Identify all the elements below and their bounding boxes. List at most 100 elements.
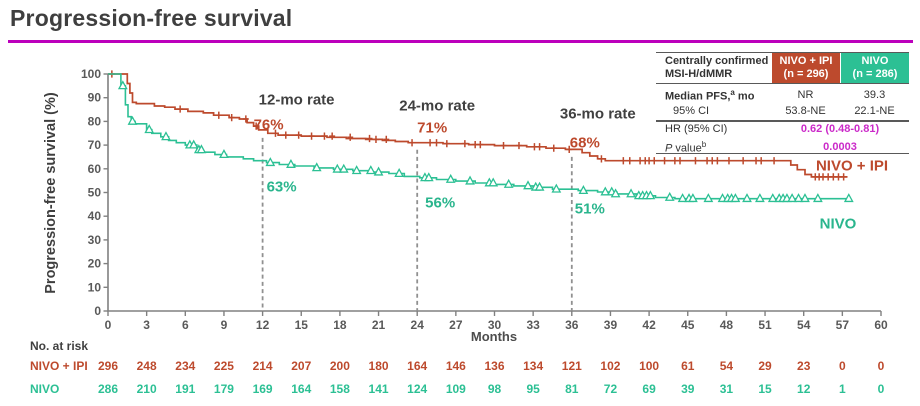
censor-mark-plus bbox=[626, 157, 633, 165]
at-risk-value: 124 bbox=[407, 382, 427, 396]
censor-mark-triangle bbox=[767, 193, 778, 203]
censor-mark-plus bbox=[704, 157, 711, 165]
x-tick-label: 42 bbox=[642, 318, 656, 332]
at-risk-value: 23 bbox=[797, 359, 811, 373]
at-risk-value: 136 bbox=[484, 359, 504, 373]
censor-mark-triangle bbox=[677, 193, 688, 203]
stats-header-nivo-ipi: NIVO + IPI (n = 296) bbox=[772, 53, 840, 83]
median-pfs-label: Median PFS,a mo bbox=[665, 87, 755, 103]
at-risk-value: 31 bbox=[720, 382, 734, 396]
x-tick-label: 54 bbox=[797, 318, 811, 332]
censor-mark-triangle bbox=[812, 193, 823, 203]
y-tick-label: 100 bbox=[81, 67, 101, 81]
at-risk-value: 191 bbox=[175, 382, 195, 396]
landmark-rate-nivo-12: 63% bbox=[266, 178, 297, 196]
y-tick-label: 90 bbox=[88, 91, 102, 105]
censor-mark-plus bbox=[253, 122, 260, 130]
censor-mark-triangle bbox=[423, 172, 434, 182]
at-risk-value: 214 bbox=[253, 359, 273, 373]
censor-mark-triangle bbox=[793, 193, 804, 203]
at-risk-value: 158 bbox=[330, 382, 350, 396]
censor-mark-triangle bbox=[338, 163, 349, 173]
ci-nivo: 22.1-NE bbox=[854, 104, 895, 117]
censor-mark-plus bbox=[753, 157, 760, 165]
censor-mark-triangle bbox=[265, 157, 276, 167]
at-risk-value: 286 bbox=[98, 382, 118, 396]
censor-mark-plus bbox=[677, 157, 684, 165]
x-tick-label: 9 bbox=[221, 318, 228, 332]
at-risk-value: 179 bbox=[214, 382, 234, 396]
censor-mark-plus bbox=[651, 157, 658, 165]
censor-mark-plus bbox=[661, 157, 668, 165]
censor-mark-plus bbox=[282, 131, 289, 139]
page-title: Progression-free survival bbox=[10, 5, 293, 31]
censor-mark-triangle bbox=[196, 144, 207, 154]
at-risk-value: 0 bbox=[878, 382, 885, 396]
censor-mark-plus bbox=[550, 144, 557, 152]
x-tick-label: 27 bbox=[449, 318, 463, 332]
y-tick-label: 10 bbox=[88, 280, 102, 294]
censor-mark-triangle bbox=[703, 193, 714, 203]
stats-row-95ci: 95% CI 53.8-NE 22.1-NE bbox=[656, 102, 909, 120]
at-risk-value: 296 bbox=[98, 359, 118, 373]
hr-value: 0.62 (0.48-0.81) bbox=[800, 122, 880, 135]
at-risk-value: 248 bbox=[137, 359, 157, 373]
censor-mark-triangle bbox=[610, 188, 621, 198]
pvalue-value: 0.0003 bbox=[823, 140, 857, 153]
censor-mark-plus bbox=[598, 155, 605, 163]
censor-mark-triangle bbox=[365, 165, 376, 175]
censor-mark-plus bbox=[771, 157, 778, 165]
at-risk-title: No. at risk bbox=[30, 339, 89, 353]
censor-mark-triangle bbox=[117, 80, 128, 90]
censor-mark-triangle bbox=[742, 193, 752, 203]
censor-mark-triangle bbox=[800, 193, 810, 203]
censor-mark-triangle bbox=[127, 115, 138, 125]
censor-mark-plus bbox=[840, 173, 847, 181]
censor-mark-plus bbox=[531, 143, 538, 151]
censor-mark-plus bbox=[308, 132, 315, 140]
landmark-title-12: 12-mo rate bbox=[258, 91, 335, 109]
censor-mark-triangle bbox=[523, 180, 533, 190]
censor-mark-plus bbox=[272, 129, 279, 137]
censor-mark-plus bbox=[427, 139, 434, 147]
censor-mark-plus bbox=[228, 114, 235, 122]
at-risk-value: 95 bbox=[526, 382, 540, 396]
at-risk-value: 1 bbox=[839, 382, 846, 396]
censor-mark-triangle bbox=[465, 175, 475, 185]
y-tick-label: 50 bbox=[88, 186, 102, 200]
censor-mark-triangle bbox=[645, 190, 656, 200]
x-tick-label: 21 bbox=[372, 318, 386, 332]
ci-label: 95% CI bbox=[673, 104, 710, 117]
y-tick-label: 30 bbox=[88, 233, 102, 247]
y-tick-label: 20 bbox=[88, 257, 102, 271]
censor-mark-plus bbox=[620, 157, 627, 165]
stats-header-label: Centrally confirmed MSI-H/dMMR bbox=[665, 55, 769, 80]
at-risk-value: 0 bbox=[839, 359, 846, 373]
at-risk-value: 164 bbox=[291, 382, 311, 396]
censor-mark-triangle bbox=[755, 193, 765, 203]
x-tick-label: 3 bbox=[143, 318, 150, 332]
x-tick-label: 36 bbox=[565, 318, 579, 332]
censor-mark-plus bbox=[295, 131, 302, 139]
ci-nivo-ipi: 53.8-NE bbox=[785, 104, 826, 117]
censor-mark-plus bbox=[472, 141, 479, 149]
x-tick-label: 45 bbox=[681, 318, 695, 332]
at-risk-value: 12 bbox=[797, 382, 811, 396]
censor-mark-triangle bbox=[787, 193, 797, 203]
censor-mark-plus bbox=[515, 141, 522, 150]
x-tick-label: 51 bbox=[758, 318, 772, 332]
censor-mark-plus bbox=[835, 173, 842, 181]
x-tick-label: 6 bbox=[182, 318, 189, 332]
censor-mark-plus bbox=[329, 132, 336, 140]
censor-mark-plus bbox=[409, 139, 416, 147]
censor-mark-plus bbox=[692, 157, 699, 165]
censor-mark-triangle bbox=[286, 158, 296, 168]
x-tick-label: 24 bbox=[411, 318, 425, 332]
censor-mark-plus bbox=[758, 157, 765, 165]
at-risk-value: 72 bbox=[604, 382, 618, 396]
at-risk-value: 54 bbox=[720, 359, 734, 373]
y-tick-label: 0 bbox=[94, 304, 101, 318]
x-tick-label: 57 bbox=[836, 318, 850, 332]
x-tick-label: 48 bbox=[720, 318, 734, 332]
series-label-nivo-ipi: NIVO + IPI bbox=[815, 157, 889, 175]
